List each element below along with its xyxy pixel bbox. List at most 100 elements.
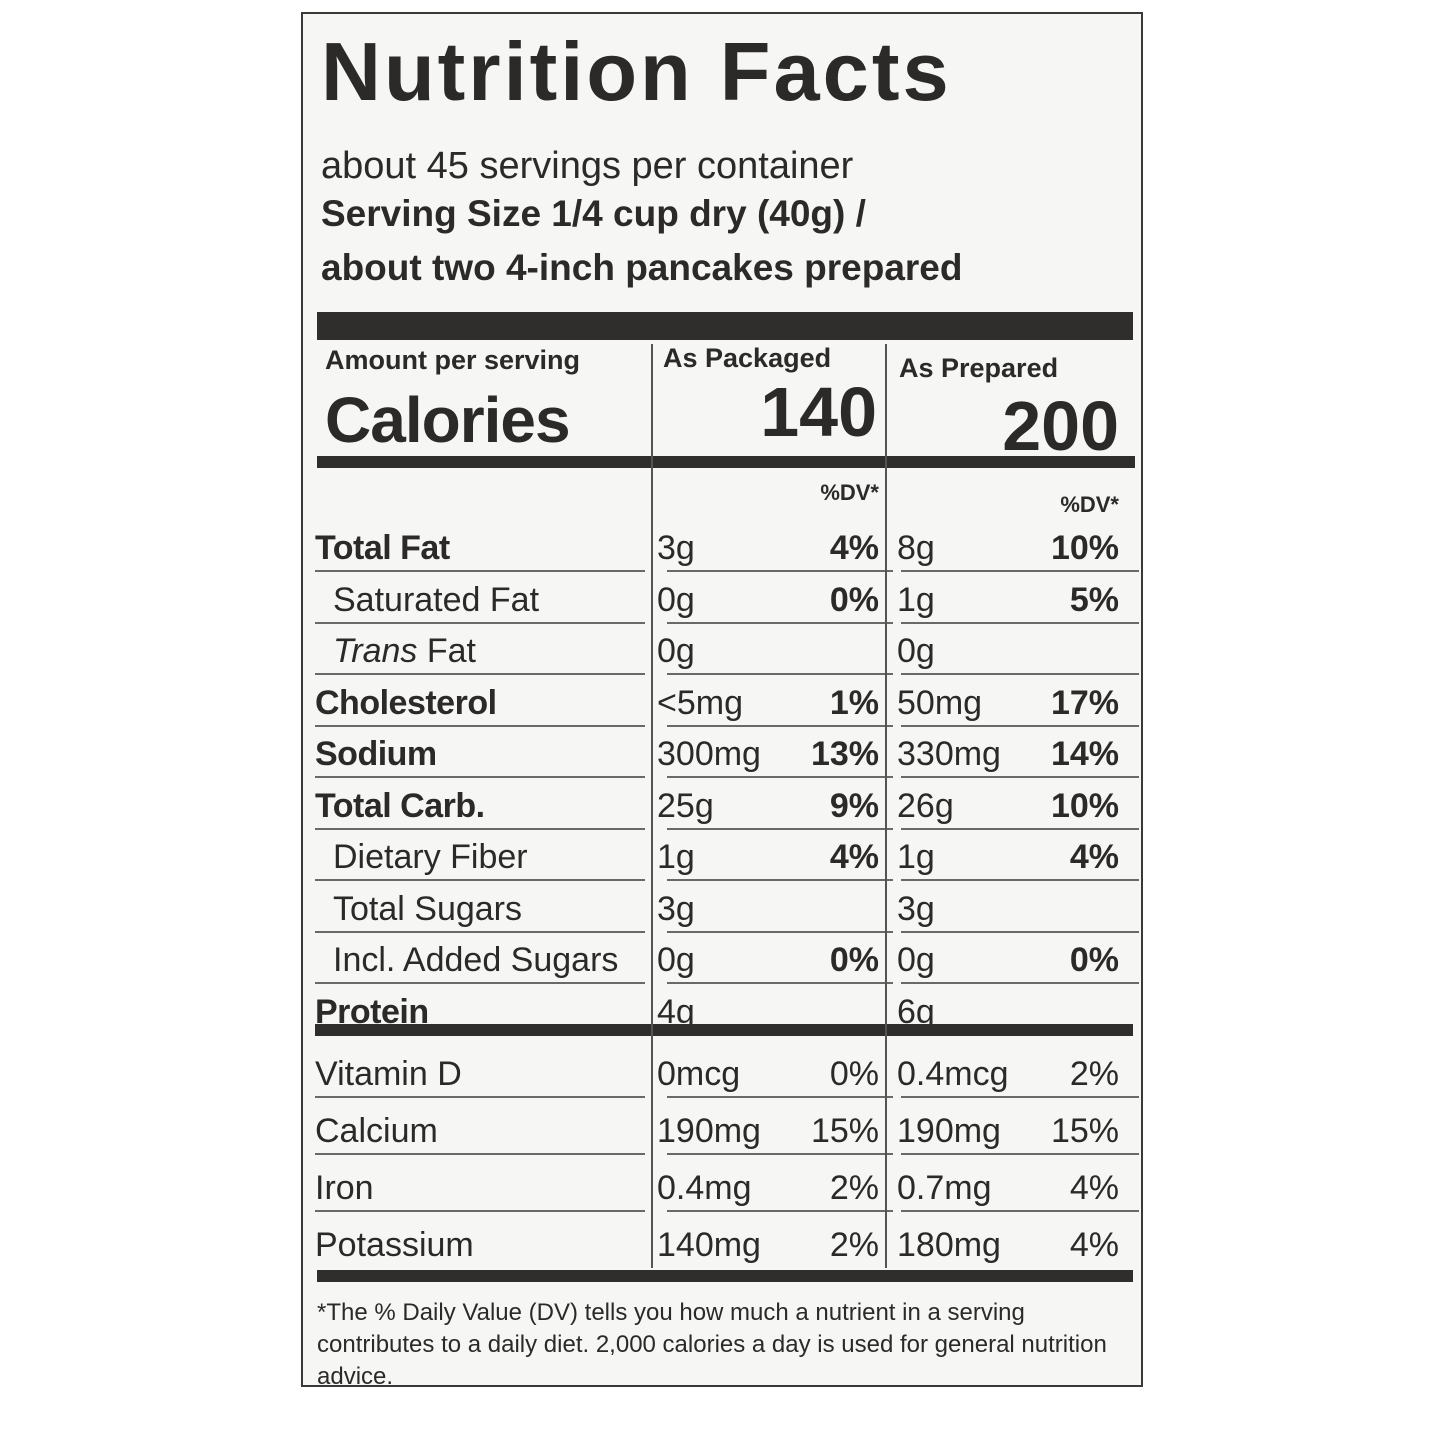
column-divider-1: [651, 344, 653, 1268]
nutrient-name: Saturated Fat: [333, 580, 540, 619]
prepared-amount: 26g: [897, 786, 954, 825]
prepared-amount: 1g: [897, 838, 935, 876]
row-divider: [667, 930, 893, 933]
packaged-dv: 0%: [829, 580, 879, 619]
packaged-amount: 0g: [657, 632, 695, 670]
row-divider: [315, 982, 645, 984]
row-divider: [901, 570, 1139, 572]
nutrient-name: Sodium: [315, 735, 437, 773]
prepared-amount: 180mg: [897, 1226, 1001, 1264]
vitamin-row: Potassium 140mg 2% 180mg 4%: [303, 1215, 1141, 1267]
nutrient-name: Dietary Fiber: [333, 838, 528, 876]
row-divider: [315, 621, 645, 624]
nutrient-name: Total Fat: [315, 529, 450, 567]
column-header-prepared: As Prepared: [899, 353, 1059, 383]
vitamin-row: Calcium 190mg 15% 190mg 15%: [303, 1101, 1141, 1155]
prepared-dv: 0%: [1069, 941, 1119, 979]
row-divider: [667, 673, 893, 675]
prepared-amount: 50mg: [897, 683, 983, 722]
vitamin-name: Vitamin D: [315, 1055, 462, 1093]
row-divider: [315, 570, 645, 572]
prepared-dv: 10%: [1050, 529, 1119, 567]
prepared-amount: 8g: [897, 529, 935, 567]
prepared-amount: 1g: [897, 580, 935, 619]
packaged-dv: 4%: [829, 838, 879, 876]
nutrient-row: Cholesterol <5mg 1% 50mg 17%: [303, 673, 1141, 727]
prepared-dv: 2%: [1069, 1055, 1119, 1093]
servings-per-container: about 45 servings per container: [321, 145, 854, 187]
packaged-dv: 0%: [829, 941, 879, 979]
row-divider: [315, 673, 645, 675]
prepared-amount: 0g: [897, 632, 935, 670]
prepared-amount: 3g: [897, 889, 935, 928]
nutrient-name-italic: Trans: [333, 632, 418, 670]
footnote: *The % Daily Value (DV) tells you how mu…: [317, 1299, 1107, 1390]
row-divider: [901, 776, 1139, 778]
row-divider: [667, 776, 893, 778]
row-divider: [667, 982, 893, 984]
row-divider: [315, 827, 645, 830]
calories-packaged: 140: [760, 373, 877, 451]
calories-prepared: 200: [1002, 387, 1119, 465]
serving-size-line-2: about two 4-inch pancakes prepared: [321, 247, 963, 288]
prepared-dv: 15%: [1050, 1112, 1119, 1150]
packaged-dv: 2%: [829, 1226, 879, 1264]
nutrient-name: Cholesterol: [315, 683, 497, 722]
row-divider: [901, 982, 1139, 984]
packaged-amount: 0g: [657, 580, 695, 619]
packaged-amount: 1g: [657, 838, 695, 876]
row-divider: [315, 930, 645, 933]
prepared-dv: 5%: [1069, 580, 1119, 619]
nutrient-name-rest: Fat: [417, 632, 476, 670]
row-divider: [667, 1210, 893, 1212]
packaged-amount: 0g: [657, 941, 695, 979]
packaged-amount: 3g: [657, 889, 695, 928]
column-divider-2: [885, 344, 887, 1268]
serving-size-line-1: Serving Size 1/4 cup dry (40g) /: [321, 193, 866, 234]
prepared-dv: 4%: [1069, 838, 1119, 876]
prepared-amount: 330mg: [897, 735, 1001, 773]
packaged-amount: <5mg: [657, 683, 743, 722]
nutrient-row: Saturated Fat 0g 0% 1g 5%: [303, 570, 1141, 624]
thick-divider-bottom: [317, 1270, 1133, 1282]
packaged-amount: 300mg: [657, 735, 761, 773]
prepared-dv: 4%: [1069, 1169, 1119, 1207]
row-divider: [315, 1210, 645, 1212]
packaged-dv: 4%: [829, 529, 879, 567]
dv-header-packaged: %DV*: [820, 480, 879, 505]
vitamin-row: Iron 0.4mg 2% 0.7mg 4%: [303, 1158, 1141, 1212]
thick-divider-top: [317, 312, 1133, 340]
row-divider: [901, 621, 1139, 624]
vitamin-name: Potassium: [315, 1226, 474, 1264]
packaged-dv: 2%: [829, 1169, 879, 1207]
nutrient-row: Sodium 300mg 13% 330mg 14%: [303, 724, 1141, 778]
nutrient-name: Total Carb.: [315, 786, 485, 825]
packaged-amount: 140mg: [657, 1226, 761, 1264]
nutrient-row: Total Carb. 25g 9% 26g 10%: [303, 776, 1141, 830]
nutrient-row: Total Sugars 3g 3g: [303, 879, 1141, 933]
nutrient-row: Dietary Fiber 1g 4% 1g 4%: [303, 827, 1141, 881]
prepared-dv: 10%: [1050, 786, 1119, 825]
row-divider: [901, 879, 1139, 881]
prepared-amount: 0g: [897, 941, 935, 979]
row-divider: [315, 776, 645, 778]
nutrient-name: Total Sugars: [333, 889, 522, 928]
row-divider: [667, 879, 893, 881]
row-divider: [667, 570, 893, 572]
nutrient-row: Total Fat 3g 4% 8g 10%: [303, 518, 1141, 572]
packaged-dv: 15%: [810, 1112, 879, 1150]
row-divider: [667, 724, 893, 727]
nutrient-row: Trans Fat 0g 0g: [303, 621, 1141, 675]
prepared-amount: 190mg: [897, 1112, 1001, 1150]
prepared-dv: 4%: [1069, 1226, 1119, 1264]
prepared-dv: 14%: [1050, 735, 1119, 773]
row-divider: [901, 1210, 1139, 1212]
nutrient-name: Trans Fat: [333, 631, 476, 671]
dv-header-prepared: %DV*: [1060, 492, 1119, 517]
label-title: Nutrition Facts: [321, 25, 952, 118]
calories-divider: [317, 456, 1135, 468]
row-divider: [667, 621, 893, 624]
nutrient-name: Incl. Added Sugars: [333, 941, 619, 979]
packaged-dv: 1%: [829, 683, 879, 722]
amount-per-serving: Amount per serving: [325, 345, 581, 375]
